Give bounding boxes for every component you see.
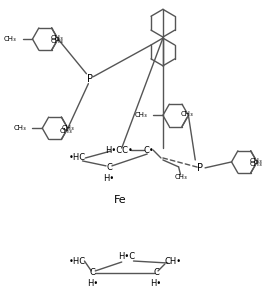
Text: CH₃: CH₃ [14,125,27,131]
Text: H•C: H•C [118,252,135,261]
Text: CH₃: CH₃ [62,125,75,131]
Text: P: P [87,74,93,84]
Text: CH•: CH• [164,257,181,265]
Text: CH₃: CH₃ [60,128,73,134]
Text: CH₃: CH₃ [249,161,262,167]
Text: •HC: •HC [69,153,86,162]
Text: •HC: •HC [69,257,86,265]
Text: CH₃: CH₃ [174,174,187,180]
Text: Fe: Fe [113,195,126,205]
Text: CH₃: CH₃ [4,36,17,42]
Text: H•: H• [87,279,98,288]
Text: CH₃: CH₃ [50,38,63,44]
Text: H•CC•: H•CC• [105,146,133,155]
Text: C: C [89,268,95,278]
Text: H•: H• [103,174,115,183]
Text: P: P [197,163,203,173]
Text: CH₃: CH₃ [249,157,262,164]
Text: C: C [106,163,112,172]
Text: CH₃: CH₃ [134,112,147,118]
Text: CH₃: CH₃ [181,111,193,117]
Text: H•: H• [150,279,162,288]
Text: CH₃: CH₃ [50,35,63,41]
Text: C•: C• [144,146,155,155]
Text: C: C [153,268,159,278]
